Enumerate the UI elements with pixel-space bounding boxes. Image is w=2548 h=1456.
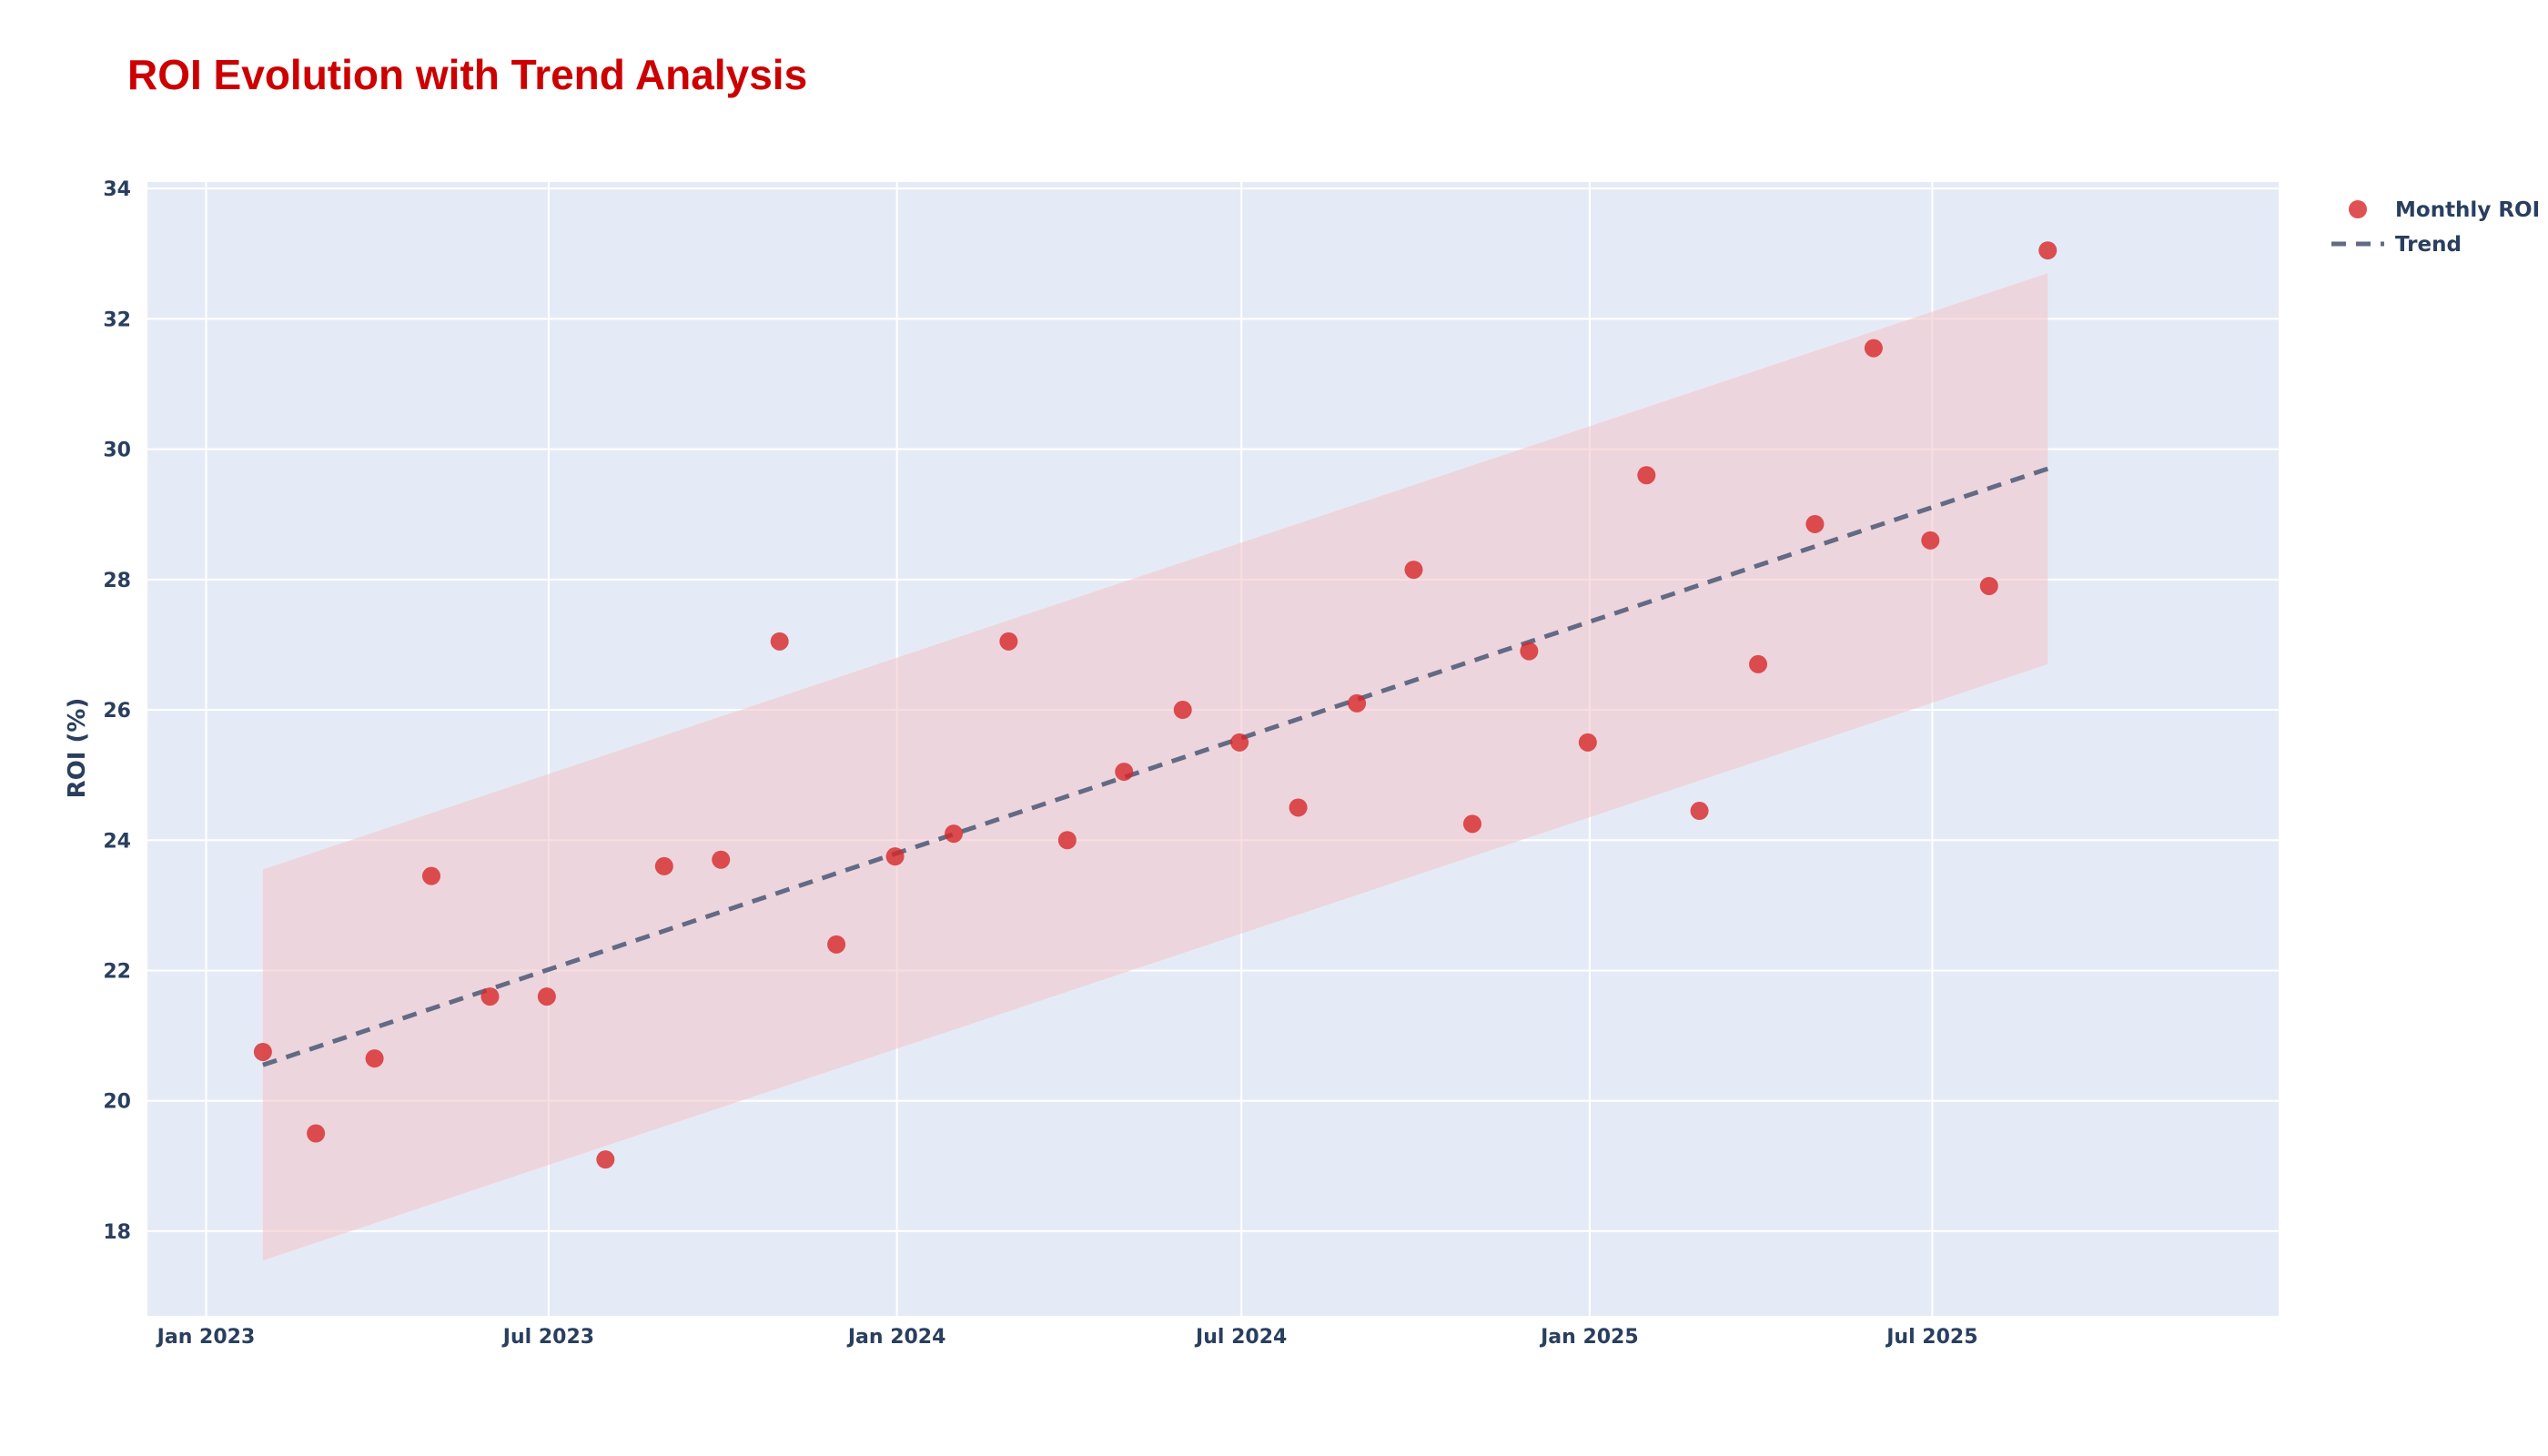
data-point[interactable] <box>537 987 556 1006</box>
data-point[interactable] <box>1289 798 1308 817</box>
data-point[interactable] <box>480 987 500 1006</box>
data-point[interactable] <box>712 850 731 869</box>
data-point[interactable] <box>596 1150 615 1169</box>
data-point[interactable] <box>1749 654 1768 673</box>
data-point[interactable] <box>1230 733 1249 752</box>
data-point[interactable] <box>1348 693 1367 713</box>
legend-item-monthly-roi[interactable]: Monthly ROI <box>2349 198 2540 222</box>
y-tick-label: 34 <box>103 178 131 201</box>
x-tick-label: Jul 2023 <box>501 1326 594 1349</box>
data-point[interactable] <box>421 866 440 885</box>
legend-label-trend: Trend <box>2395 233 2462 257</box>
x-tick-label: Jan 2025 <box>1539 1326 1639 1349</box>
data-point[interactable] <box>945 824 964 844</box>
legend-label-monthly-roi: Monthly ROI <box>2395 198 2540 222</box>
data-point[interactable] <box>307 1124 326 1143</box>
x-tick-label: Jan 2023 <box>156 1326 256 1349</box>
chart-title: ROI Evolution with Trend Analysis <box>127 51 808 98</box>
legend[interactable]: Monthly ROI Trend <box>2331 198 2540 257</box>
data-point[interactable] <box>1173 701 1192 720</box>
y-tick-label: 18 <box>103 1221 131 1244</box>
data-point[interactable] <box>1404 561 1423 580</box>
y-tick-label: 26 <box>103 700 131 723</box>
data-point[interactable] <box>1864 339 1883 358</box>
x-axis-ticks: Jan 2023 Jul 2023 Jan 2024 Jul 2024 Jan 2025… <box>156 1326 1978 1349</box>
data-point[interactable] <box>1979 576 1998 595</box>
y-tick-label: 24 <box>103 830 131 853</box>
data-point[interactable] <box>1637 466 1656 485</box>
data-point[interactable] <box>365 1049 384 1068</box>
x-tick-label: Jul 2025 <box>1885 1326 1977 1349</box>
data-point[interactable] <box>253 1042 272 1061</box>
data-point[interactable] <box>770 632 789 651</box>
y-tick-label: 20 <box>103 1091 131 1114</box>
data-point[interactable] <box>1057 831 1077 850</box>
x-tick-label: Jul 2024 <box>1194 1326 1287 1349</box>
data-point[interactable] <box>827 935 846 954</box>
data-point[interactable] <box>1115 763 1134 782</box>
data-point[interactable] <box>654 856 673 875</box>
data-point[interactable] <box>2038 241 2058 260</box>
data-point[interactable] <box>1462 814 1481 834</box>
y-axis-title: ROI (%) <box>64 698 91 799</box>
y-tick-label: 32 <box>103 308 131 331</box>
data-point[interactable] <box>1805 514 1825 533</box>
y-tick-label: 22 <box>103 960 131 983</box>
y-axis-ticks: 18 20 22 24 26 28 30 32 34 <box>103 178 131 1244</box>
data-point[interactable] <box>1921 531 1940 550</box>
x-tick-label: Jan 2024 <box>846 1326 946 1349</box>
data-point[interactable] <box>1690 802 1709 821</box>
legend-marker-dot-icon <box>2349 200 2367 218</box>
monthly-roi-points <box>253 241 2058 1169</box>
trend-line <box>262 466 2049 1067</box>
y-tick-label: 30 <box>103 440 131 462</box>
y-tick-label: 28 <box>103 570 131 592</box>
data-point[interactable] <box>885 847 905 866</box>
legend-item-trend[interactable]: Trend <box>2331 233 2462 257</box>
data-point[interactable] <box>1520 642 1539 661</box>
data-point[interactable] <box>1578 733 1597 752</box>
data-point[interactable] <box>999 632 1018 651</box>
